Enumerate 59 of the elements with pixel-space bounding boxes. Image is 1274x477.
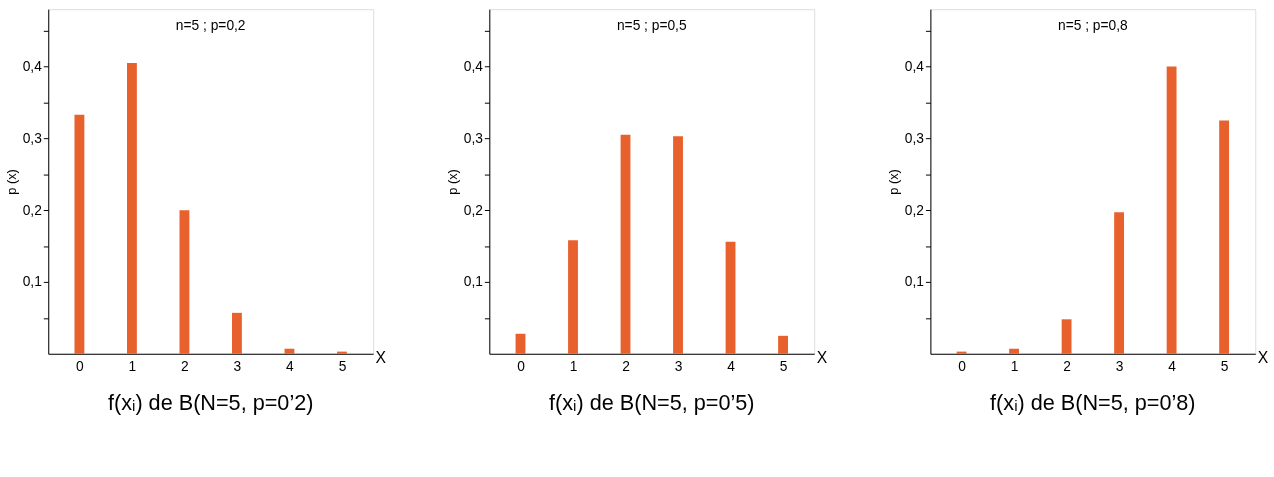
y-tick-label: 0,3 — [22, 130, 43, 146]
bar — [1166, 66, 1177, 354]
bar — [1114, 212, 1125, 354]
x-tick-label: 4 — [1168, 359, 1177, 374]
x-tick-label: 1 — [128, 359, 137, 374]
y-axis-title: p (x) — [444, 169, 460, 195]
y-tick-label: 0,1 — [904, 274, 924, 290]
x-axis-title: X — [375, 349, 387, 367]
y-tick-label: 0,1 — [22, 274, 42, 290]
x-tick-label: 3 — [674, 359, 683, 374]
x-tick-label: 4 — [727, 359, 736, 374]
text: f(xᵢ) de B(N=5, p=0’2) — [107, 389, 314, 415]
y-tick-label: 0,1 — [463, 274, 483, 290]
y-tick-label: 0,4 — [463, 59, 484, 75]
x-tick-label: 2 — [1063, 359, 1071, 374]
bar — [1009, 348, 1019, 354]
x-tick-label: 1 — [1010, 359, 1019, 374]
x-tick-label: 2 — [622, 359, 630, 374]
bar — [74, 114, 85, 354]
x-tick-label: 5 — [1220, 359, 1229, 374]
y-tick-label: 0,2 — [463, 202, 483, 218]
x-tick-label: 0 — [958, 359, 967, 374]
x-axis-title: X — [816, 349, 828, 367]
x-tick-label: 3 — [233, 359, 242, 374]
x-tick-label: 5 — [779, 359, 788, 374]
x-tick-label: 1 — [569, 359, 578, 374]
y-tick-label: 0,3 — [463, 130, 484, 146]
bar — [778, 335, 788, 354]
bar — [620, 134, 631, 354]
y-axis-title: p (x) — [3, 169, 19, 195]
text: n=5 ; p=0,5 — [616, 17, 687, 33]
text: f(xᵢ) de B(N=5, p=0’5) — [549, 389, 755, 415]
bar — [725, 241, 736, 354]
y-tick-label: 0,4 — [22, 59, 43, 75]
text: f(xᵢ) de B(N=5, p=0’8) — [990, 389, 1196, 415]
bar — [1061, 319, 1072, 354]
bar — [127, 63, 137, 354]
y-tick-label: 0,3 — [904, 130, 925, 146]
bar — [284, 348, 295, 354]
bar — [232, 312, 242, 354]
text: n=5 ; p=0,8 — [1058, 17, 1129, 33]
x-tick-label: 0 — [76, 359, 85, 374]
x-tick-label: 4 — [286, 359, 295, 374]
bar — [673, 136, 683, 354]
bar — [179, 210, 190, 354]
bar — [568, 240, 578, 354]
y-axis-title: p (x) — [885, 169, 901, 195]
text: n=5 ; p=0,2 — [175, 17, 246, 33]
x-tick-label: 5 — [338, 359, 347, 374]
bar — [515, 333, 526, 354]
x-axis-title: X — [1257, 349, 1269, 367]
x-tick-label: 3 — [1115, 359, 1124, 374]
y-tick-label: 0,2 — [904, 202, 924, 218]
y-tick-label: 0,2 — [22, 202, 42, 218]
x-tick-label: 0 — [517, 359, 526, 374]
bar — [337, 351, 347, 354]
x-tick-label: 2 — [181, 359, 189, 374]
bar — [1219, 120, 1230, 354]
y-tick-label: 0,4 — [904, 59, 925, 75]
